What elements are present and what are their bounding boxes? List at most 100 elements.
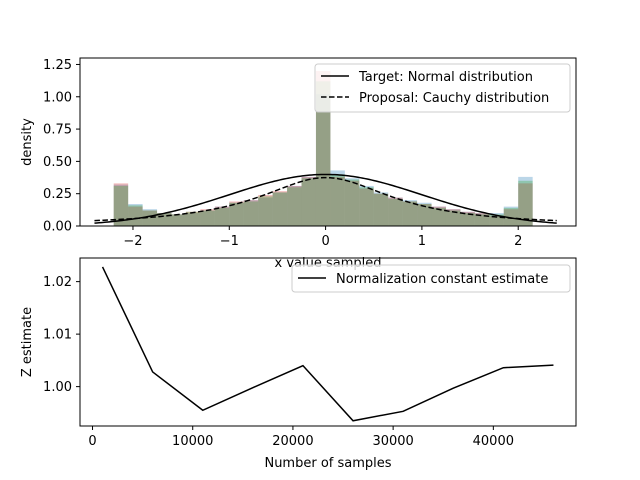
histogram-axes: −2 −1 0 1 2 0.000.250.500.751.001.25 x value… [20,57,577,271]
z-estimate-legend-box [291,264,571,293]
histogram-bar [142,210,158,226]
histogram-bar [373,193,389,226]
histogram-bar [287,185,302,226]
z-estimate-line [101,266,554,422]
histogram-bar [128,204,143,226]
histogram-bar [214,207,230,226]
histogram-bar [503,207,519,226]
histogram-bar [272,191,288,226]
histogram-bar [113,184,129,226]
histogram-bar [503,206,519,226]
histogram-bar [229,202,244,226]
histogram-bar [460,211,475,226]
y-tick-label: 0.50 [43,155,72,170]
x-tick-label: 10000 [172,434,213,449]
histogram-bar [315,81,331,226]
y-tick-label: 1.25 [43,58,72,73]
histogram-bar [185,211,201,226]
histogram-bar [417,204,432,226]
histogram-bar [330,170,345,226]
histogram-bar [258,196,273,226]
histogram-bar [272,192,288,226]
histogram-y-ticks: 0.00 0.25 0.50 0.75 1.00 1.25 [43,58,80,235]
histogram-bar [113,185,129,226]
histogram-bar [200,209,215,226]
histogram-bar [402,201,418,226]
histogram-bar [344,180,360,226]
histogram-y-axis-label: density [20,118,35,166]
histogram-bar [344,178,360,226]
histogram-bar [315,94,331,226]
histogram-bar [431,206,446,226]
legend-proposal-label: Proposal: Cauchy distribution [359,91,549,106]
x-tick-label: 30000 [372,434,413,449]
histogram-bar [272,192,288,226]
histogram-bar [243,201,259,226]
z-estimate-axes: 0 10000 20000 30000 40000 1.00 1.01 1.02 Numbe… [20,257,577,471]
histogram-bar [301,176,316,226]
histogram-bar [128,205,143,226]
histogram-bar [330,176,345,226]
x-tick-label: 0 [88,434,96,449]
histogram-bar [185,213,201,226]
histogram-bar [445,209,461,226]
y-tick-label: 1.00 [43,90,72,105]
histogram-bar [113,183,129,226]
density-curves [94,173,557,224]
histogram-bar [388,197,403,226]
histogram-bar [258,194,273,226]
target-normal-curve [94,173,557,224]
x-tick-label: −2 [123,234,142,249]
histogram-bar [171,214,186,226]
histogram-bar [373,192,389,226]
z-estimate-legend: Normalization constant estimate [291,264,571,293]
histogram-bar [431,206,446,226]
histogram-bar [171,214,186,226]
histogram-bar [460,211,475,226]
histogram-bar [489,214,504,226]
histogram-bar [474,214,490,226]
legend-target-label: Target: Normal distribution [358,70,533,85]
histogram-bar [229,202,244,226]
z-estimate-lines [101,266,554,422]
x-tick-label: 0 [321,234,329,249]
histogram-bar [518,183,533,226]
y-tick-label: 0.75 [43,123,72,138]
histogram-bar [445,209,461,226]
histogram-bar [142,210,158,226]
z-estimate-y-axis-label: Z estimate [20,307,35,377]
z-estimate-x-ticks: 0 10000 20000 30000 40000 [88,426,514,449]
histogram-bar [301,176,316,226]
histogram-bar [229,201,244,226]
x-tick-label: 2 [514,234,522,249]
x-tick-label: 40000 [473,434,514,449]
x-tick-label: 1 [418,234,426,249]
y-tick-label: 0.00 [43,220,72,235]
histogram-bar [445,210,461,226]
y-tick-label: 1.00 [43,380,72,395]
histogram-bar [171,214,186,226]
histogram-bar [402,200,418,226]
histogram-bar [287,187,302,226]
histogram-bar [518,180,533,226]
histogram-bar [489,215,504,226]
histogram-bar [359,187,374,226]
histogram-bar [417,202,432,226]
histogram-bar [128,206,143,226]
histogram-bar [518,176,533,226]
histogram-bar [185,211,201,226]
x-tick-label: 20000 [272,434,313,449]
histogram-bar [460,213,475,226]
histogram-bar [142,209,158,226]
histogram-bar [330,174,345,226]
histogram-bar [431,207,446,226]
histogram-bars [113,70,533,226]
y-tick-label: 1.01 [43,328,72,343]
histogram-bar [258,197,273,226]
proposal-cauchy-curve [94,176,557,222]
histogram-bar [359,185,374,226]
histogram-bar [417,204,432,226]
histogram-legend: Target: Normal distribution Proposal: Ca… [314,63,571,113]
histogram-bar [287,185,302,226]
